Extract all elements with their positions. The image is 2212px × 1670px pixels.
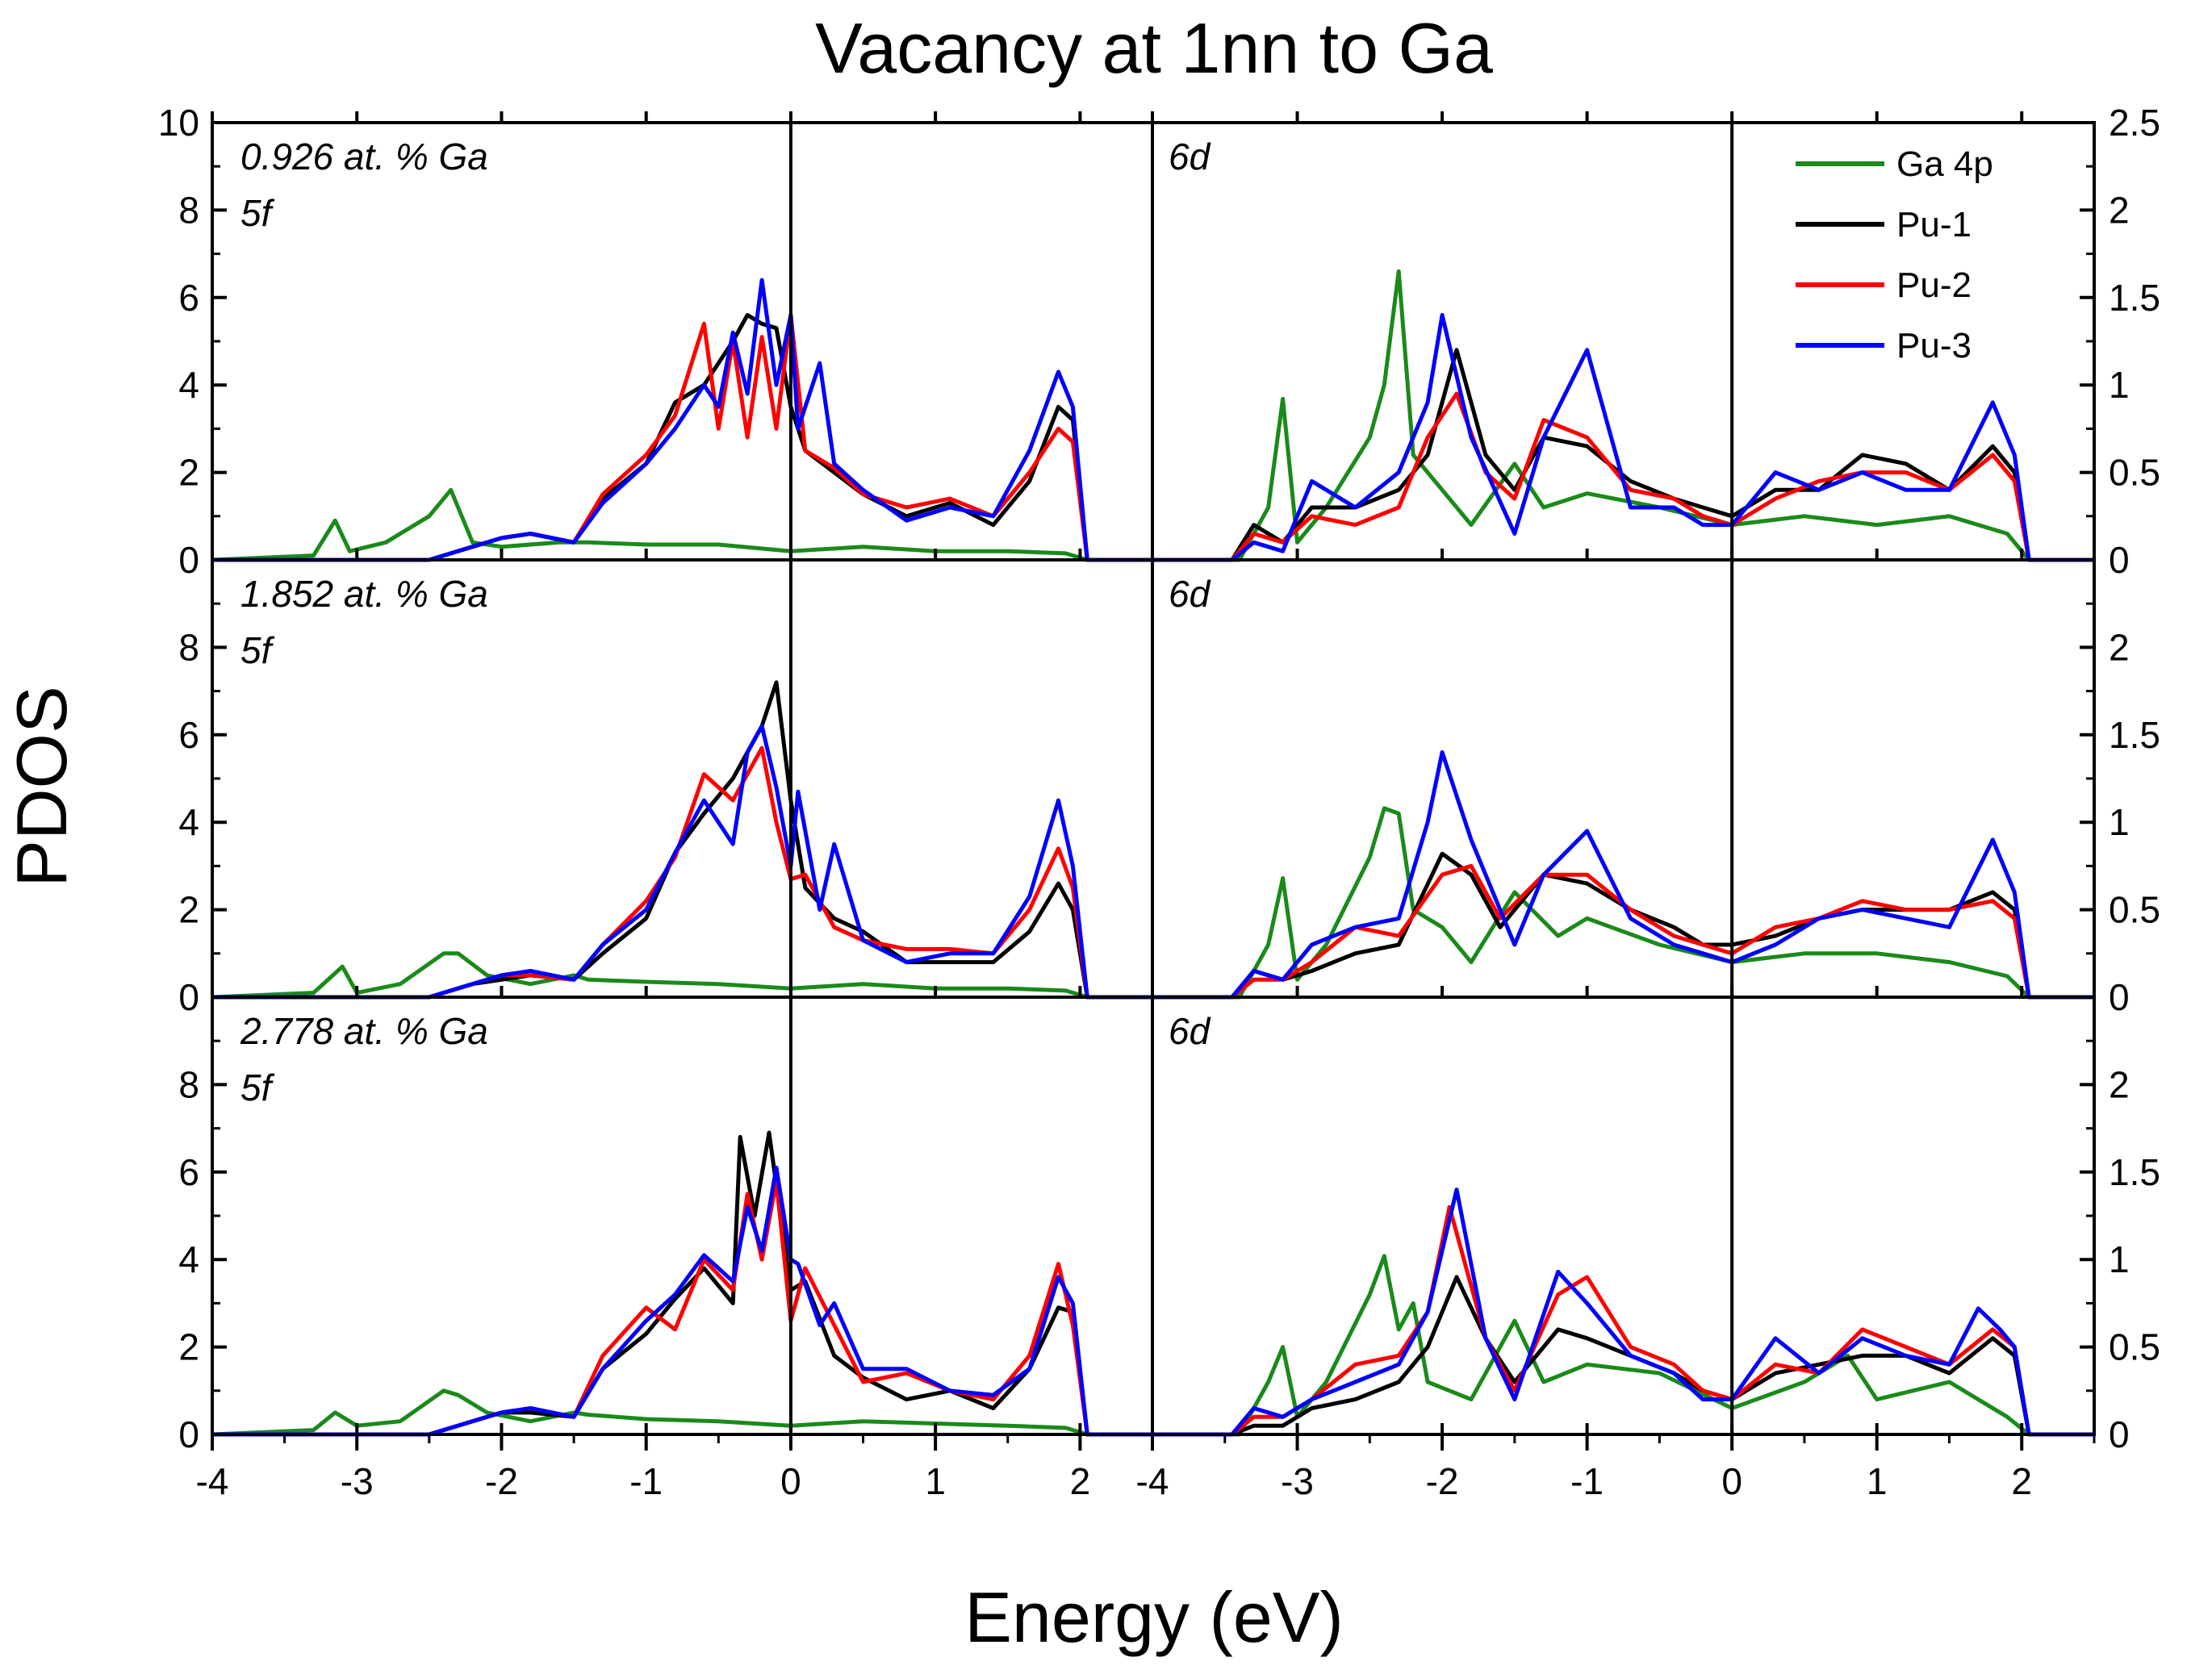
series-line-right-ga-4p-row1 — [1152, 269, 2094, 562]
right-y-tick-label: 0.5 — [2109, 889, 2160, 931]
y-axis-title: PDOS — [2, 686, 82, 887]
right-y-tick-label: 0 — [2109, 539, 2130, 581]
right-y-tick-label: 0 — [2109, 976, 2130, 1018]
right-y-tick-label: 1.5 — [2109, 714, 2160, 756]
orbital-label-5f-row2: 5f — [240, 629, 275, 671]
left-y-tick-label: 6 — [178, 277, 199, 319]
legend-label-pu-1: Pu-1 — [1896, 205, 1972, 244]
right-x-tick-label: 2 — [2011, 1460, 2032, 1502]
right-x-tick-label: -3 — [1281, 1460, 1314, 1502]
orbital-label-5f-row1: 5f — [240, 192, 275, 234]
right-y-tick-label: 2 — [2109, 626, 2130, 668]
left-x-tick-label: -3 — [341, 1460, 374, 1502]
left-y-tick-label: 4 — [178, 1238, 199, 1280]
legend-label-ga-4p: Ga 4p — [1896, 144, 1993, 184]
series-line-left-pu-3-row2 — [212, 724, 1152, 1000]
series-line-right-pu-3-row1 — [1152, 313, 2094, 562]
right-y-tick-label: 0.5 — [2109, 452, 2160, 494]
right-y-tick-label: 0 — [2109, 1413, 2130, 1455]
left-y-tick-label: 8 — [178, 1063, 199, 1105]
chart-title: Vacancy at 1nn to Ga — [815, 8, 1493, 88]
right-y-tick-label: 1 — [2109, 801, 2130, 843]
right-x-tick-label: -2 — [1426, 1460, 1459, 1502]
left-x-tick-label: -2 — [485, 1460, 518, 1502]
left-x-tick-label: -4 — [196, 1460, 229, 1502]
series-line-right-pu-3-row3 — [1152, 1188, 2094, 1437]
series-line-left-ga-4p-row2 — [211, 951, 1152, 1000]
left-y-tick-label: 8 — [178, 626, 199, 668]
right-y-tick-label: 1 — [2109, 364, 2130, 406]
left-y-tick-label: 4 — [178, 801, 199, 843]
left-y-tick-label: 2 — [178, 1326, 199, 1368]
series-line-right-pu-1-row3 — [1152, 1275, 2094, 1437]
left-y-tick-label: 10 — [158, 102, 199, 144]
series-line-right-pu-3-row2 — [1152, 750, 2094, 1000]
series-line-left-pu-2-row3 — [212, 1179, 1152, 1437]
left-y-tick-label: 2 — [178, 452, 199, 494]
left-y-tick-label: 6 — [178, 714, 199, 756]
right-y-tick-label: 2 — [2109, 1063, 2130, 1105]
left-y-tick-label: 0 — [178, 976, 199, 1018]
series-line-right-pu-2-row2 — [1152, 863, 2094, 1000]
orbital-label-6d-row1: 6d — [1169, 136, 1211, 177]
series-line-left-pu-3-row1 — [212, 278, 1152, 562]
left-y-tick-label: 0 — [178, 539, 199, 581]
left-x-tick-label: 1 — [925, 1460, 946, 1502]
series-line-left-pu-1-row3 — [212, 1130, 1152, 1437]
orbital-label-6d-row2: 6d — [1169, 573, 1211, 615]
concentration-label-row2: 1.852 at. % Ga — [240, 573, 488, 615]
right-x-tick-label: -1 — [1570, 1460, 1604, 1502]
orbital-label-6d-row3: 6d — [1169, 1010, 1211, 1052]
series-line-right-pu-1-row2 — [1152, 851, 2094, 1000]
series-line-left-ga-4p-row3 — [211, 1388, 1152, 1437]
concentration-label-row3: 2.778 at. % Ga — [240, 1010, 488, 1052]
left-x-tick-label: 0 — [780, 1460, 801, 1502]
orbital-label-5f-row3: 5f — [240, 1067, 275, 1108]
series-line-right-ga-4p-row3 — [1152, 1254, 2094, 1437]
left-y-tick-label: 2 — [178, 889, 199, 931]
series-line-left-pu-1-row1 — [212, 313, 1152, 562]
left-y-tick-label: 4 — [178, 364, 199, 406]
series-line-left-pu-2-row2 — [212, 745, 1152, 1000]
left-y-tick-label: 8 — [178, 189, 199, 231]
right-y-tick-label: 2.5 — [2109, 102, 2160, 144]
concentration-label-row1: 0.926 at. % Ga — [240, 136, 488, 177]
right-y-tick-label: 1.5 — [2109, 277, 2160, 319]
series-line-left-pu-2-row1 — [212, 313, 1152, 562]
right-x-tick-label: 0 — [1721, 1460, 1742, 1502]
left-x-tick-label: 2 — [1070, 1460, 1091, 1502]
left-y-tick-label: 0 — [178, 1413, 199, 1455]
left-x-tick-label: -1 — [629, 1460, 663, 1502]
x-axis-title: Energy (eV) — [964, 1577, 1344, 1657]
series-line-right-ga-4p-row2 — [1152, 806, 2094, 1000]
right-y-tick-label: 0.5 — [2109, 1326, 2160, 1368]
right-y-tick-label: 2 — [2109, 189, 2130, 231]
legend-label-pu-2: Pu-2 — [1896, 265, 1972, 305]
right-y-tick-label: 1.5 — [2109, 1151, 2160, 1193]
series-line-left-pu-3-row3 — [212, 1165, 1152, 1437]
legend-label-pu-3: Pu-3 — [1896, 326, 1972, 365]
left-y-tick-label: 6 — [178, 1151, 199, 1193]
series-line-right-pu-2-row1 — [1152, 391, 2094, 562]
right-x-tick-label: 1 — [1867, 1460, 1888, 1502]
right-x-tick-label: -4 — [1136, 1460, 1169, 1502]
right-y-tick-label: 1 — [2109, 1238, 2130, 1280]
